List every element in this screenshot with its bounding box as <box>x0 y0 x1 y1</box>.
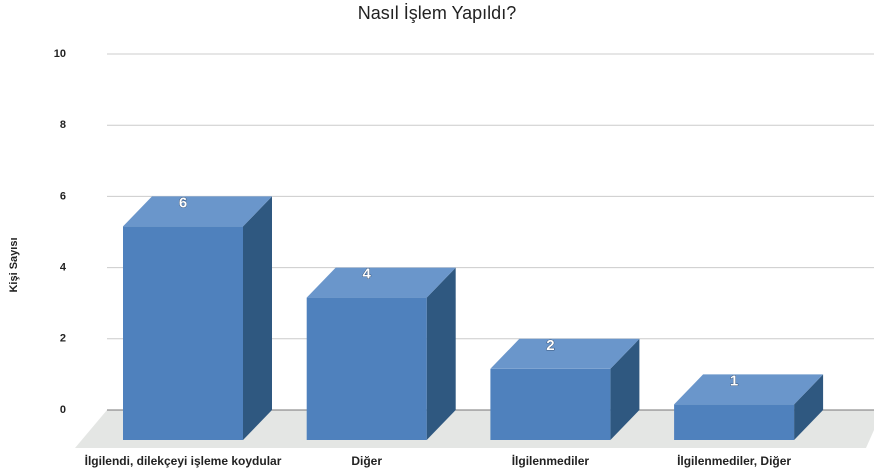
x-tick-label: İlgilenmediler <box>512 453 590 468</box>
value-label: 6 <box>179 194 187 211</box>
bar-top <box>123 196 272 227</box>
value-label: 4 <box>363 266 372 283</box>
bar-side <box>426 267 456 440</box>
bar-side <box>243 196 272 440</box>
bar-side <box>610 338 640 440</box>
x-tick-label: Diğer <box>351 454 382 468</box>
bar <box>490 368 611 440</box>
y-tick-label: 6 <box>60 190 66 202</box>
bar <box>123 226 243 440</box>
x-tick-label: İlgilenmediler, Diğer <box>677 453 791 468</box>
y-axis-title: Kişi Sayısı <box>8 237 20 292</box>
x-tick-label: İlgilendi, dilekçeyi işleme koydular <box>85 453 282 468</box>
bar <box>306 297 427 440</box>
bar-top <box>306 267 456 298</box>
bar-top <box>674 374 824 405</box>
value-label: 2 <box>546 337 554 354</box>
bar-top <box>490 338 640 369</box>
y-tick-label: 8 <box>60 119 66 131</box>
bar-side <box>794 374 824 440</box>
y-tick-label: 2 <box>60 333 66 345</box>
y-tick-label: 4 <box>60 262 67 274</box>
chart-title: Nasıl İşlem Yapıldı? <box>358 3 516 23</box>
y-tick-label: 0 <box>60 404 66 416</box>
y-tick-label: 10 <box>54 48 66 60</box>
value-label: 1 <box>730 372 738 389</box>
bar <box>674 404 795 440</box>
